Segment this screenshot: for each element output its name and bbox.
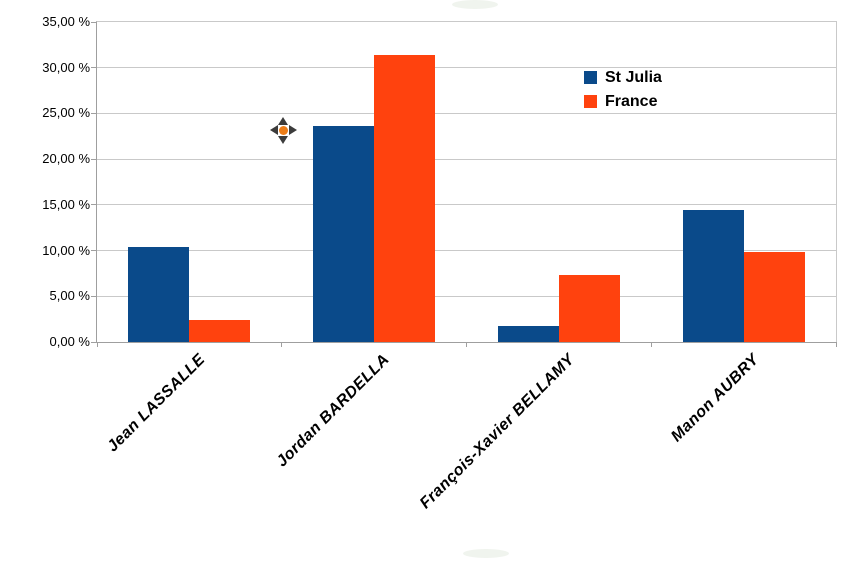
legend-color-swatch xyxy=(584,95,597,108)
y-axis-tick-label: 25,00 % xyxy=(42,105,90,121)
gridline xyxy=(97,158,836,160)
bar-st-julia[interactable] xyxy=(128,246,190,342)
y-axis-tick xyxy=(91,250,96,252)
y-axis-tick-label: 15,00 % xyxy=(42,196,90,212)
y-axis-tick-label: 0,00 % xyxy=(49,334,90,349)
move-cursor-center-dot xyxy=(279,126,288,135)
bar-france[interactable] xyxy=(558,275,620,342)
bar-france[interactable] xyxy=(189,320,251,342)
category-label: François-Xavier BELLAMY xyxy=(416,351,578,513)
y-axis-tick xyxy=(91,295,96,297)
x-axis-tick xyxy=(96,342,98,347)
y-axis-tick xyxy=(91,158,96,160)
y-axis-tick-label: 35,00 % xyxy=(42,14,90,29)
selection-handle-smudge-top xyxy=(452,0,498,9)
y-axis-tick xyxy=(91,112,96,114)
y-axis-tick xyxy=(91,67,96,69)
y-axis-tick xyxy=(91,341,96,343)
move-cursor-up-arrow xyxy=(278,117,288,125)
category-label: Manon AUBRY xyxy=(668,351,763,446)
gridline xyxy=(97,112,836,114)
gridline xyxy=(97,67,836,69)
y-axis-tick-label: 5,00 % xyxy=(49,288,90,304)
legend-label: France xyxy=(605,93,658,110)
bar-st-julia[interactable] xyxy=(313,126,375,342)
move-cursor-left-arrow xyxy=(270,125,278,135)
x-axis-tick xyxy=(835,342,837,347)
legend-item[interactable]: France xyxy=(584,93,662,110)
legend-color-swatch xyxy=(584,71,597,84)
move-cursor-down-arrow xyxy=(278,136,288,144)
x-axis-tick xyxy=(466,342,467,347)
y-axis-tick-label: 30,00 % xyxy=(42,59,90,75)
category-label: Jean LASSALLE xyxy=(104,351,209,456)
chart-legend[interactable]: St Julia France xyxy=(584,69,662,110)
category-label: Jordan BARDELLA xyxy=(273,351,394,471)
bar-france[interactable] xyxy=(743,251,805,342)
gridline xyxy=(97,204,836,206)
bar-st-julia[interactable] xyxy=(497,325,559,342)
selection-handle-smudge-bottom xyxy=(463,549,509,558)
gridline xyxy=(97,250,836,252)
y-axis-tick-label: 20,00 % xyxy=(42,151,90,167)
bar-france[interactable] xyxy=(374,54,436,342)
x-axis-tick xyxy=(281,342,283,347)
legend-label: St Julia xyxy=(605,69,662,86)
move-cursor-right-arrow xyxy=(289,125,297,135)
legend-item[interactable]: St Julia xyxy=(584,69,662,86)
gridline xyxy=(97,295,836,297)
bar-st-julia[interactable] xyxy=(682,210,744,342)
x-axis-tick xyxy=(650,342,652,347)
y-axis-tick xyxy=(91,204,96,206)
y-axis-tick-label: 10,00 % xyxy=(42,242,90,258)
move-cursor-icon xyxy=(270,117,297,144)
plot-area xyxy=(96,21,837,343)
y-axis-tick xyxy=(91,21,96,23)
